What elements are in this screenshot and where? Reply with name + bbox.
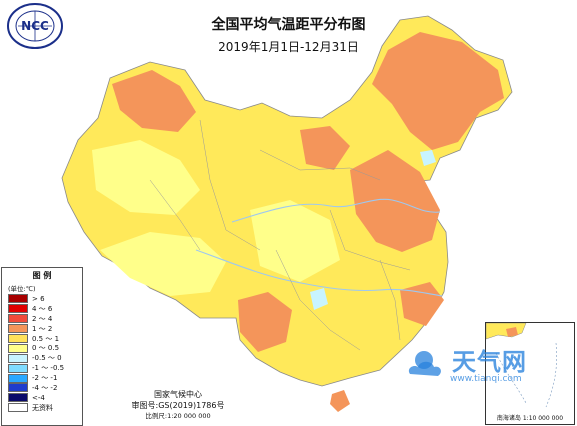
legend-title: 图 例 — [32, 271, 52, 280]
legend-swatch — [8, 403, 28, 413]
inset-name: 南海诸岛 — [496, 415, 521, 422]
legend-item: -2 ～ -1 — [2, 373, 82, 383]
legend-unit: (单位:℃) — [8, 285, 36, 293]
legend-item-label: 1 ～ 2 — [32, 324, 53, 333]
logo-text: NCC — [21, 19, 49, 33]
legend-swatch — [8, 393, 28, 403]
credits-scale: 比例尺:1:20 000 000 — [145, 412, 211, 420]
legend-item: 0.5 ～ 1 — [2, 334, 82, 344]
legend-item-label: 0.5 ～ 1 — [32, 334, 60, 343]
legend-item: 4 ～ 6 — [2, 304, 82, 314]
ncc-logo: NCC — [6, 2, 64, 50]
map-title: 全国平均气温距平分布图 — [211, 17, 366, 33]
inset-label: 南海诸岛 1:10 000 000 — [486, 413, 574, 422]
map-date-range: 2019年1月1日-12月31日 — [218, 40, 359, 54]
tianqi-watermark: 天气网 www.tianqi.com — [402, 340, 542, 400]
legend-item: 1 ～ 2 — [2, 324, 82, 334]
legend-item-label: 无资料 — [32, 403, 53, 412]
province-borders — [149, 119, 411, 351]
legend-swatch — [8, 353, 28, 363]
legend-swatch — [8, 294, 28, 304]
ncc-emblem-icon: NCC — [7, 3, 63, 49]
legend-item: -4 ～ -2 — [2, 383, 82, 393]
legend-item-label: -4 ～ -2 — [32, 383, 58, 392]
credits: 国家气候中心 审图号:GS(2019)1786号 比例尺:1:20 000 00… — [118, 389, 238, 422]
inset-scale: 1:10 000 000 — [522, 415, 564, 422]
legend-item: > 6 — [2, 294, 82, 304]
credits-review: 审图号:GS(2019)1786号 — [131, 401, 225, 410]
legend-item: -1 ～ -0.5 — [2, 363, 82, 373]
sun-cloud-icon — [408, 351, 441, 376]
pale-region-tibet — [100, 232, 226, 296]
warm-region-northeast — [372, 32, 504, 150]
inset-map — [486, 323, 557, 408]
warm-region-hainan — [330, 390, 350, 412]
legend-item-label: -0.5 ～ 0 — [32, 354, 62, 363]
legend-swatch — [8, 334, 28, 343]
yangtze-river — [195, 249, 443, 297]
legend-item-label: 0 ～ 0.5 — [32, 344, 60, 353]
south-china-sea-inset: 南海诸岛 1:10 000 000 — [485, 322, 575, 425]
warm-region-yunnan — [238, 292, 292, 352]
cool-patch-sichuan — [310, 288, 328, 310]
legend-item-label: > 6 — [32, 294, 45, 303]
warm-region-west-xinjiang — [112, 70, 196, 132]
legend-item: 2 ～ 4 — [2, 314, 82, 324]
legend-item: -0.5 ～ 0 — [2, 353, 82, 363]
legend-swatch — [8, 324, 28, 334]
legend-item-label: -1 ～ -0.5 — [32, 364, 65, 373]
legend-swatch — [8, 304, 28, 314]
watermark-url: www.tianqi.com — [450, 374, 522, 384]
pale-region-central — [250, 200, 340, 282]
cool-patch-north — [420, 150, 436, 166]
legend-item-label: 2 ～ 4 — [32, 314, 53, 323]
yellow-river — [231, 198, 441, 223]
legend-item-label: 4 ～ 6 — [32, 304, 53, 313]
legend-item: 0 ～ 0.5 — [2, 343, 82, 353]
watermark-text: 天气网 — [452, 348, 527, 376]
legend-swatch — [8, 383, 28, 393]
legend-item: 无资料 — [2, 403, 82, 413]
warm-region-gansu — [300, 126, 350, 170]
legend-item: <-4 — [2, 393, 82, 403]
legend-item-label: -2 ～ -1 — [32, 374, 58, 383]
legend-swatch — [8, 363, 28, 373]
legend-swatch — [8, 373, 28, 383]
legend-item-label: <-4 — [32, 393, 45, 402]
pale-region-xinjiang — [92, 140, 200, 215]
warm-region-southeast — [400, 282, 444, 326]
legend-swatch — [8, 314, 28, 324]
credits-center: 国家气候中心 — [154, 390, 202, 399]
legend-swatch — [8, 343, 28, 353]
